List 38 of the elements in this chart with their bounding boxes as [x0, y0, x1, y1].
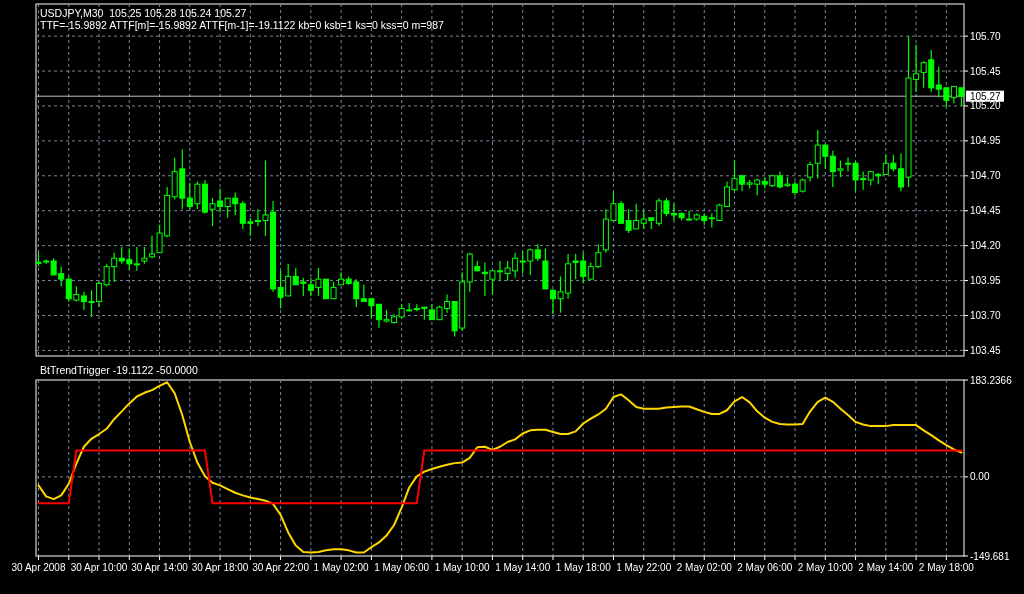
- y-tick-label: 105.70: [970, 30, 1002, 42]
- x-tick-label: 30 Apr 10:00: [70, 562, 128, 573]
- x-tick-label: 1 May 18:00: [555, 562, 612, 573]
- y-tick-label: 105.45: [970, 65, 1002, 77]
- x-tick-label: 1 May 06:00: [374, 562, 430, 573]
- candlestick: [807, 161, 814, 182]
- y-tick-label: 183.2366: [970, 374, 1013, 386]
- x-tick-label: 1 May 22:00: [616, 562, 672, 573]
- y-tick-label: 105.20: [970, 100, 1002, 112]
- candlestick: [338, 271, 345, 286]
- chart-title: USDJPY,M30 105.25 105.28 105.24 105.27: [40, 7, 247, 19]
- x-tick-label: 30 Apr 2008: [11, 562, 66, 573]
- x-tick-label: 2 May 10:00: [797, 562, 854, 573]
- x-tick-label: 30 Apr 14:00: [131, 562, 189, 573]
- x-tick-label: 30 Apr 22:00: [252, 562, 310, 573]
- candlestick: [133, 246, 140, 272]
- x-tick-label: 2 May 14:00: [858, 562, 914, 573]
- y-tick-label: 104.20: [970, 240, 1002, 252]
- y-tick-label: 104.45: [970, 205, 1002, 217]
- y-tick-label: 104.95: [970, 135, 1002, 147]
- x-tick-label: 1 May 10:00: [434, 562, 491, 573]
- x-tick-label: 30 Apr 18:00: [191, 562, 249, 573]
- x-tick-label: 2 May 02:00: [676, 562, 733, 573]
- x-tick-label: 2 May 06:00: [737, 562, 793, 573]
- y-tick-label: 104.70: [970, 170, 1002, 182]
- x-tick-label: 2 May 18:00: [918, 562, 975, 573]
- candlestick: [686, 210, 693, 222]
- candlestick: [149, 235, 155, 259]
- text: TTF=-15.9892 ATTF[m]=-15.9892 ATTF[m-1]=-19.1122 kb=0 ksb=1 ks=0 kss=0 m=987: [40, 19, 445, 31]
- y-tick-label: 103.45: [970, 344, 1002, 356]
- chart-title: BtTrendTrigger -19.1122 -50.0000: [40, 364, 198, 376]
- y-tick-label: -149.681: [970, 550, 1010, 562]
- y-tick-label: 103.70: [970, 309, 1002, 321]
- y-tick-label: 0.00: [970, 471, 990, 483]
- ref-line-label: 105.27: [970, 90, 1002, 102]
- x-tick-label: 1 May 14:00: [495, 562, 551, 573]
- y-tick-label: 103.95: [970, 275, 1002, 287]
- x-tick-label: 1 May 02:00: [313, 562, 370, 573]
